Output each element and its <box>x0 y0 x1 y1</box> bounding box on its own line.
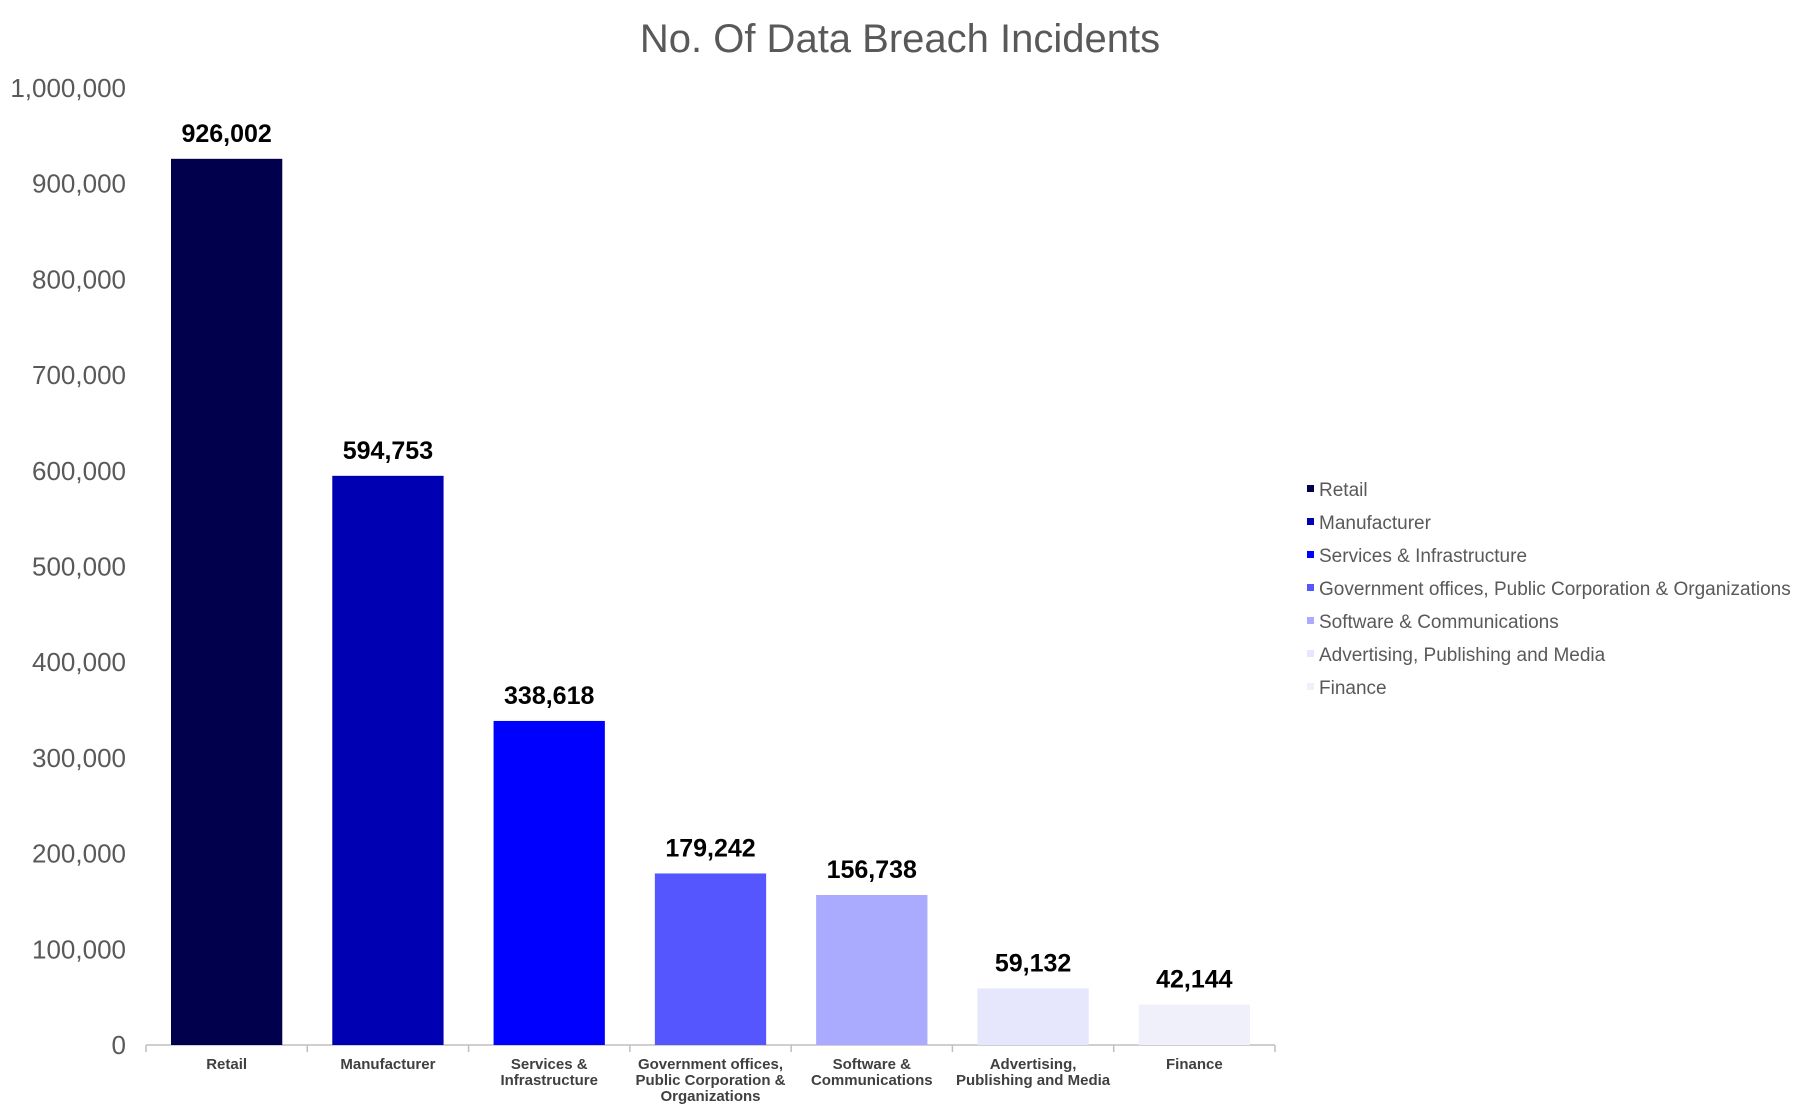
x-tick-label: Government offices, Public Corporation & O… <box>636 1056 786 1105</box>
bar <box>170 158 283 1045</box>
data-label: 179,242 <box>665 834 755 862</box>
legend-label: Retail <box>1319 480 1368 501</box>
y-tick-label: 100,000 <box>32 934 126 964</box>
legend-swatch <box>1307 551 1314 558</box>
y-tick-label: 300,000 <box>32 743 126 773</box>
bar <box>977 988 1089 1045</box>
chart-title: No. Of Data Breach Incidents <box>640 17 1160 61</box>
bar <box>493 720 605 1045</box>
legend: Retail Manufacturer Services & Infrastruct… <box>1307 480 1791 699</box>
data-label: 59,132 <box>995 949 1071 977</box>
y-tick-label: 500,000 <box>32 552 126 582</box>
legend-swatch <box>1307 617 1314 624</box>
x-tick-label-line: Government offices, <box>638 1056 783 1073</box>
y-tick-label: 400,000 <box>32 647 126 677</box>
x-tick-label: Manufacturer <box>340 1056 435 1073</box>
data-label: 42,144 <box>1156 966 1233 994</box>
legend-label: Services & Infrastructure <box>1319 546 1527 567</box>
legend-label: Finance <box>1319 678 1387 699</box>
bar <box>332 475 444 1045</box>
legend-label: Manufacturer <box>1319 513 1432 534</box>
data-label: 338,618 <box>504 682 594 710</box>
x-tick-label-line: Publishing and Media <box>956 1072 1111 1089</box>
legend-swatch <box>1307 683 1314 690</box>
x-tick-label: Retail <box>206 1056 247 1073</box>
x-tick-label-line: Services & <box>511 1056 588 1073</box>
y-tick-label: 700,000 <box>32 360 126 390</box>
y-axis: 0 100,000 200,000 300,000 400,000 500,000 600,… <box>10 73 126 1060</box>
data-label: 926,002 <box>181 120 271 148</box>
x-tick-label-line: Software & <box>833 1056 912 1073</box>
bars-group: 926,002 594,753 338,618 179,242 156,738 59,13… <box>170 120 1251 1045</box>
x-tick-label: Advertising, Publishing and Media <box>956 1056 1111 1089</box>
x-tick-label-line: Manufacturer <box>340 1056 435 1073</box>
legend-swatch <box>1307 485 1314 492</box>
y-tick-label: 900,000 <box>32 169 126 199</box>
data-label: 594,753 <box>343 437 433 465</box>
x-tick-label: Software & Communications <box>811 1056 933 1089</box>
x-tick-label-line: Advertising, <box>990 1056 1077 1073</box>
legend-swatch <box>1307 518 1314 525</box>
y-tick-label: 1,000,000 <box>10 73 126 103</box>
legend-label: Advertising, Publishing and Media <box>1319 645 1606 666</box>
x-tick-label-line: Organizations <box>660 1088 760 1105</box>
bar <box>1138 1004 1251 1045</box>
bar <box>816 895 928 1045</box>
legend-swatch <box>1307 584 1314 591</box>
bar <box>654 873 767 1045</box>
x-tick-label: Finance <box>1166 1056 1223 1073</box>
y-tick-label: 0 <box>112 1030 126 1060</box>
y-tick-label: 800,000 <box>32 264 126 294</box>
legend-swatch <box>1307 650 1314 657</box>
x-axis: Retail Manufacturer Services & Infrastructu… <box>145 1045 1276 1105</box>
x-tick-label-line: Retail <box>206 1056 247 1073</box>
x-tick-label-line: Communications <box>811 1072 933 1089</box>
y-tick-label: 600,000 <box>32 456 126 486</box>
x-tick-label-line: Finance <box>1166 1056 1223 1073</box>
x-tick-label-line: Public Corporation & <box>636 1072 786 1089</box>
x-tick-label: Services & Infrastructure <box>500 1056 598 1089</box>
data-label: 156,738 <box>827 856 917 884</box>
legend-label: Software & Communications <box>1319 612 1559 633</box>
y-tick-label: 200,000 <box>32 839 126 869</box>
x-tick-label-line: Infrastructure <box>500 1072 598 1089</box>
legend-label: Government offices, Public Corporation &… <box>1319 579 1791 600</box>
